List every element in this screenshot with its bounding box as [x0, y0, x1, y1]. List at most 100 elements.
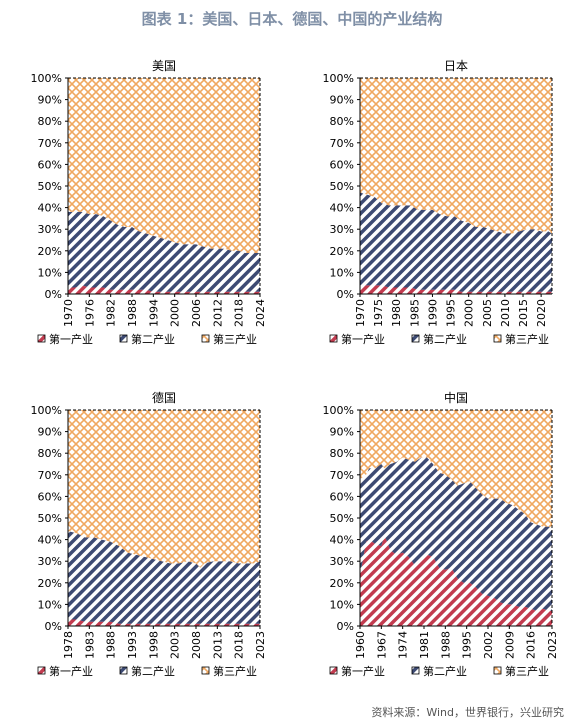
legend-label-1: 第一产业: [49, 332, 93, 346]
legend-swatch-3: [201, 334, 210, 343]
x-tick-label: 1983: [83, 631, 96, 659]
legend-label-3: 第三产业: [213, 332, 257, 346]
x-tick-label: 2018: [233, 299, 246, 327]
x-tick-label: 2024: [254, 299, 267, 327]
x-tick-label: 1974: [397, 631, 410, 659]
x-tick-label: 2003: [169, 631, 182, 659]
area-series-2: [68, 211, 260, 292]
y-tick-label: 90%: [38, 94, 62, 107]
legend-label-1: 第一产业: [341, 664, 385, 678]
x-tick-label: 1982: [105, 299, 118, 327]
x-tick-label: 2002: [482, 631, 495, 659]
legend-swatch-2: [411, 666, 420, 675]
y-tick-label: 20%: [330, 577, 354, 590]
y-tick-label: 50%: [330, 180, 354, 193]
source-note: 资料来源：Wind，世界银行，兴业研究: [371, 706, 564, 719]
y-tick-label: 40%: [330, 202, 354, 215]
x-tick-label: 2005: [481, 299, 494, 327]
x-tick-label: 1980: [390, 299, 403, 327]
y-tick-label: 60%: [330, 490, 354, 503]
legend-swatch-2: [411, 334, 420, 343]
x-tick-label: 2012: [211, 299, 224, 327]
x-tick-label: 1970: [354, 299, 367, 327]
x-tick-label: 2000: [169, 299, 182, 327]
area-series-3: [68, 78, 260, 253]
area-series-2: [68, 531, 260, 624]
y-tick-label: 0%: [337, 288, 354, 301]
y-tick-label: 0%: [337, 620, 354, 633]
x-tick-label: 1990: [426, 299, 439, 327]
x-tick-label: 1975: [372, 299, 385, 327]
y-tick-label: 40%: [38, 534, 62, 547]
area-series-1: [360, 535, 552, 626]
chart-title: 中国: [444, 390, 468, 405]
legend-swatch-1: [37, 334, 46, 343]
y-tick-label: 10%: [330, 266, 354, 279]
x-tick-label: 2023: [254, 631, 267, 659]
x-tick-label: 1985: [408, 299, 421, 327]
area-series-1: [68, 619, 260, 626]
y-tick-label: 30%: [38, 555, 62, 568]
x-tick-label: 2013: [211, 631, 224, 659]
x-tick-label: 1981: [418, 631, 431, 659]
y-tick-label: 30%: [38, 223, 62, 236]
y-tick-label: 50%: [38, 180, 62, 193]
y-tick-label: 60%: [38, 158, 62, 171]
y-tick-label: 30%: [330, 555, 354, 568]
y-tick-label: 10%: [330, 598, 354, 611]
x-tick-label: 2006: [190, 299, 203, 327]
chart-usa: 美国 0% 10% 20% 30% 40% 50% 60% 70% 80% 90% 100% 1970 1…: [31, 59, 267, 346]
x-tick-label: 1988: [105, 631, 118, 659]
y-tick-label: 10%: [38, 598, 62, 611]
x-tick-label: 2016: [525, 631, 538, 659]
chart-title: 德国: [152, 390, 176, 405]
x-tick-label: 1994: [147, 299, 160, 327]
legend-label-2: 第二产业: [131, 664, 175, 678]
y-tick-label: 60%: [330, 158, 354, 171]
y-tick-label: 0%: [45, 288, 62, 301]
legend-swatch-1: [329, 334, 338, 343]
y-tick-label: 80%: [38, 447, 62, 460]
y-tick-label: 90%: [330, 94, 354, 107]
area-series-3: [360, 410, 552, 529]
y-tick-label: 100%: [323, 72, 354, 85]
y-tick-label: 20%: [330, 245, 354, 258]
y-tick-label: 80%: [330, 447, 354, 460]
legend-label-1: 第一产业: [49, 664, 93, 678]
chart-china: 中国 0% 10% 20% 30% 40% 50% 60% 70% 80% 90% 100% 1960 1…: [323, 390, 559, 678]
legend-swatch-3: [201, 666, 210, 675]
y-tick-label: 30%: [330, 223, 354, 236]
legend-label-2: 第二产业: [131, 332, 175, 346]
x-tick-label: 1970: [62, 299, 75, 327]
x-tick-label: 1995: [445, 299, 458, 327]
y-tick-label: 100%: [31, 404, 62, 417]
legend-swatch-1: [37, 666, 46, 675]
x-tick-label: 1976: [83, 299, 96, 327]
legend-label-3: 第三产业: [505, 332, 549, 346]
x-tick-label: 2008: [190, 631, 203, 659]
legend-label-1: 第一产业: [341, 332, 385, 346]
legend-label-2: 第二产业: [423, 664, 467, 678]
x-tick-label: 2015: [517, 299, 530, 327]
legend-swatch-3: [493, 666, 502, 675]
x-tick-label: 1978: [62, 631, 75, 659]
x-tick-label: 1998: [147, 631, 160, 659]
figure-title: 图表 1：美国、日本、德国、中国的产业结构: [141, 10, 443, 28]
x-tick-label: 1988: [439, 631, 452, 659]
legend-swatch-2: [119, 334, 128, 343]
x-tick-label: 2018: [233, 631, 246, 659]
x-tick-label: 2009: [503, 631, 516, 659]
chart-germany: 德国 0% 10% 20% 30% 40% 50% 60% 70% 80% 90% 100% 1978 1…: [31, 390, 267, 678]
area-series-1: [360, 285, 552, 294]
y-tick-label: 90%: [38, 426, 62, 439]
legend-swatch-2: [119, 666, 128, 675]
x-tick-label: 2010: [499, 299, 512, 327]
area-series-1: [68, 285, 260, 294]
area-series-3: [68, 410, 260, 568]
legend-label-2: 第二产业: [423, 332, 467, 346]
y-tick-label: 90%: [330, 426, 354, 439]
area-series-2: [360, 192, 552, 292]
y-tick-label: 40%: [330, 534, 354, 547]
x-tick-label: 1967: [375, 631, 388, 659]
legend-label-3: 第三产业: [505, 664, 549, 678]
